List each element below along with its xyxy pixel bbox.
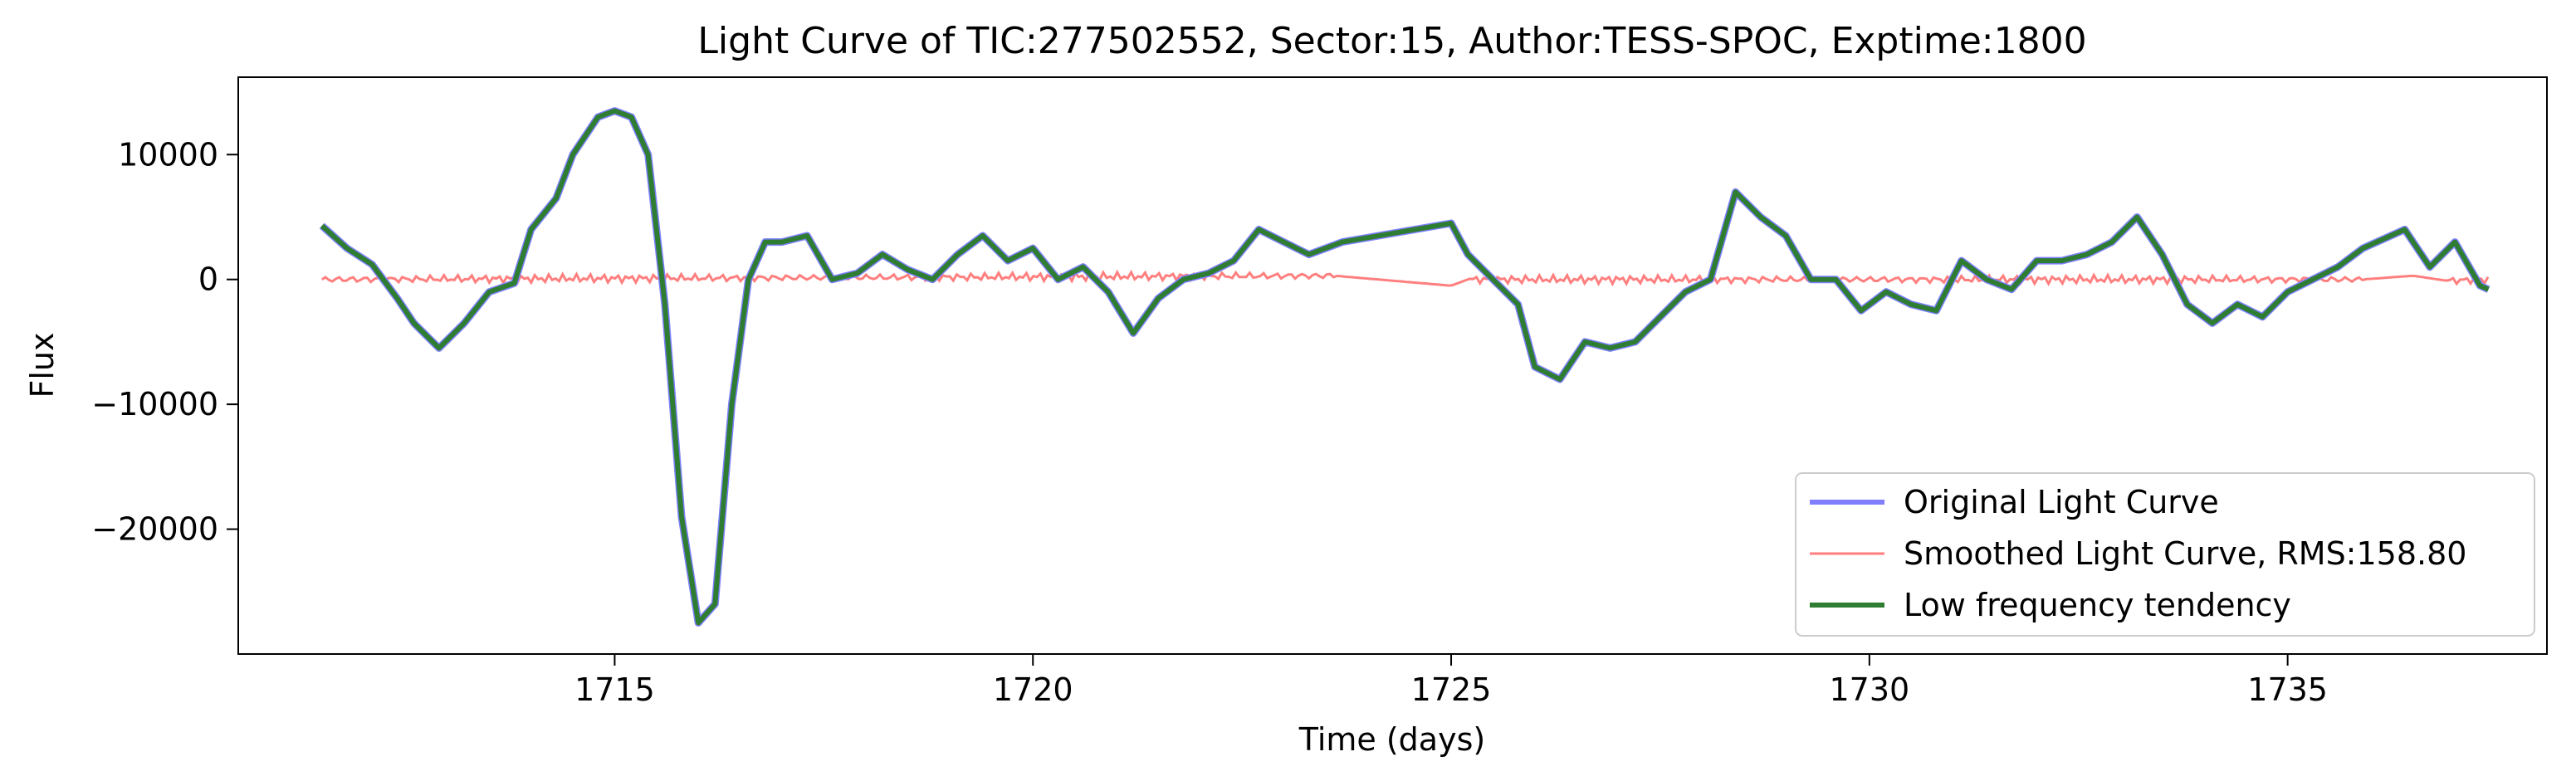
x-tick-label: 1735: [2247, 671, 2328, 708]
legend: Original Light Curve Smoothed Light Curv…: [1795, 472, 2535, 637]
y-tick-label: 0: [198, 261, 218, 298]
y-tick-label: 10000: [118, 136, 218, 173]
legend-box: [1795, 472, 2535, 637]
plot-frame: [237, 76, 2548, 655]
x-tick-label: 1720: [993, 671, 1073, 708]
x-tick-label: 1725: [1411, 671, 1492, 708]
legend-label-low-frequency: Low frequency tendency: [1904, 587, 2291, 623]
x-tick-label: 1715: [574, 671, 655, 708]
y-axis-ticks: 10000 0 −10000 −20000: [91, 136, 238, 548]
legend-label-original: Original Light Curve: [1904, 484, 2219, 520]
plot-area: [237, 76, 2548, 655]
x-axis-label: Time (days): [1298, 721, 1485, 758]
y-tick-label: −20000: [91, 511, 218, 548]
chart-title: Light Curve of TIC:277502552, Sector:15,…: [697, 20, 2086, 62]
x-tick-label: 1730: [1829, 671, 1909, 708]
x-axis-ticks: 1715 1720 1725 1730 1735: [574, 654, 2328, 708]
series-layer: [319, 107, 2490, 627]
y-axis-label: Flux: [24, 333, 61, 398]
series-low-frequency-tendency: [320, 108, 2490, 626]
legend-label-smoothed: Smoothed Light Curve, RMS:158.80: [1904, 535, 2466, 572]
y-tick-label: −10000: [91, 386, 218, 422]
series-smoothed-light-curve: [320, 269, 2490, 287]
